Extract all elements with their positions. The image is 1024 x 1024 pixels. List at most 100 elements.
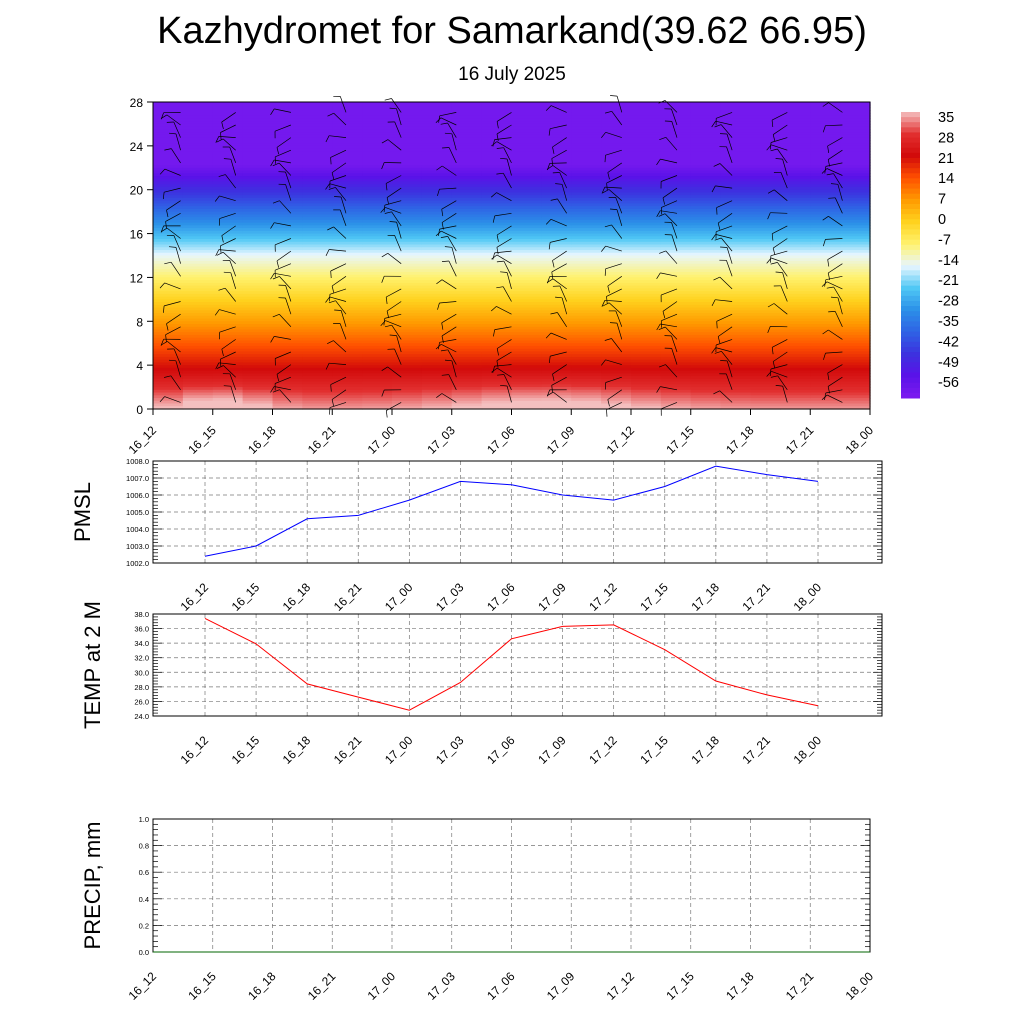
heatmap-cell (631, 321, 662, 325)
heatmap-cell (541, 285, 572, 289)
heatmap-cell (421, 398, 453, 402)
heatmap-cell (601, 145, 632, 150)
heatmap-cell (631, 293, 662, 298)
heatmap-cell (242, 192, 274, 196)
heatmap-cell (481, 225, 513, 229)
heatmap-cell (272, 255, 303, 259)
wind-barb (490, 192, 512, 202)
heatmap-cell (481, 170, 513, 174)
wind-barb (165, 212, 181, 229)
heatmap-cell (780, 395, 811, 399)
heatmap-cell (690, 387, 722, 391)
heatmap-cell (780, 206, 811, 210)
heatmap-cell (750, 356, 781, 361)
heatmap-cell (272, 269, 303, 273)
heatmap-cell (182, 195, 214, 199)
wind-barb-flag (441, 260, 449, 262)
heatmap-cell (601, 395, 632, 399)
heatmap-cell (840, 239, 871, 243)
heatmap-cell (421, 178, 453, 183)
heatmap-cell (750, 140, 781, 144)
heatmap-cell (242, 387, 274, 391)
heatmap-cell (362, 129, 393, 133)
heatmap-cell (302, 274, 333, 279)
heatmap-cell (690, 134, 722, 139)
heatmap-cell (272, 288, 303, 292)
heatmap-cell (571, 192, 602, 196)
wind-barb-shaft (274, 108, 291, 113)
heatmap-cell (810, 239, 841, 243)
heatmap-cell (421, 367, 453, 372)
heatmap-cell (242, 195, 274, 199)
heatmap-cell (212, 244, 244, 248)
heatmap-cell (660, 269, 692, 273)
heatmap-cell (840, 181, 871, 185)
heatmap-cell (153, 269, 184, 273)
heatmap-cell (242, 310, 274, 314)
wind-barb (719, 133, 733, 151)
heatmap-cell (451, 398, 483, 402)
wind-barb (218, 212, 236, 226)
heatmap-cell (153, 134, 184, 139)
heatmap-cell (481, 356, 513, 361)
heatmap-cell (153, 104, 184, 109)
heatmap-cell (451, 241, 483, 246)
heatmap-cell (302, 104, 333, 109)
heatmap-cell (690, 345, 722, 350)
heatmap-cell (302, 137, 333, 141)
heatmap-cell (511, 326, 542, 331)
heatmap-cell (302, 110, 333, 114)
heatmap-cell (601, 291, 632, 295)
heatmap-cell (451, 326, 483, 331)
heatmap-xtick-label: 17_15 (663, 423, 697, 457)
heatmap-cell (212, 126, 244, 131)
heatmap-cell (153, 345, 184, 350)
wind-barb (442, 147, 457, 164)
heatmap-cell (720, 343, 752, 347)
heatmap-cell (392, 211, 423, 215)
wind-barb (381, 252, 402, 264)
heatmap-cell (272, 228, 303, 232)
wind-barb (719, 146, 733, 164)
heatmap-cell (332, 206, 363, 210)
heatmap-cell (780, 351, 811, 355)
heatmap-cell (302, 186, 333, 191)
wind-barb-shaft (220, 124, 236, 133)
heatmap-cell (451, 365, 483, 369)
heatmap-cell (302, 359, 333, 363)
heatmap-cell (392, 104, 423, 109)
heatmap-cell (660, 384, 692, 388)
heatmap-cell (481, 165, 513, 169)
wind-barb (492, 250, 512, 260)
wind-barb (168, 359, 181, 378)
heatmap-cell (660, 406, 692, 410)
heatmap-cell (451, 186, 483, 191)
heatmap-cell (840, 244, 871, 248)
wind-barb-shaft (607, 276, 622, 287)
wind-barb-shaft (339, 96, 347, 113)
heatmap-cell (362, 217, 393, 221)
wind-barb-flag (220, 132, 222, 140)
heatmap-cell (362, 282, 393, 287)
heatmap-cell (571, 373, 602, 377)
heatmap-cell (511, 200, 542, 205)
heatmap-cell (332, 154, 363, 158)
wind-barb-flag (435, 117, 442, 123)
heatmap-cell (541, 387, 572, 391)
heatmap-cell (153, 219, 184, 224)
heatmap-cell (332, 121, 363, 125)
wind-barb (160, 112, 181, 120)
heatmap-cell (153, 356, 184, 361)
heatmap-cell (631, 186, 662, 191)
heatmap-ytick-label: 12 (130, 271, 144, 285)
wind-barb-shaft (333, 112, 347, 126)
heatmap-cell (392, 137, 423, 141)
heatmap-cell (481, 282, 513, 287)
wind-barb-flag (334, 309, 342, 311)
heatmap-cell (840, 395, 871, 399)
heatmap-cell (481, 236, 513, 240)
heatmap-cell (153, 173, 184, 177)
heatmap-cell (392, 197, 423, 202)
heatmap-cell (451, 195, 483, 199)
heatmap-cell (541, 115, 572, 120)
